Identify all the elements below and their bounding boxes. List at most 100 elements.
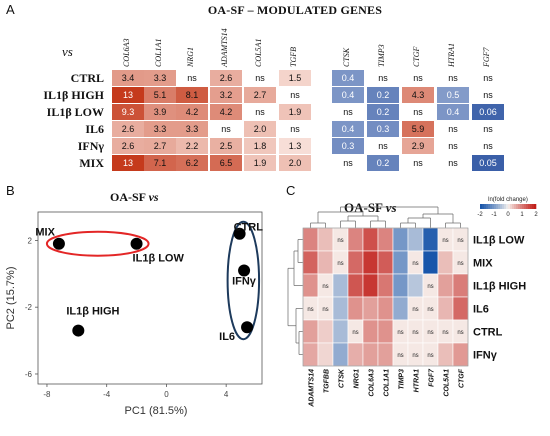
heatmap-legend-swatch bbox=[518, 204, 521, 209]
panel-a-cell: 2.9 bbox=[402, 138, 434, 154]
panel-a-cell: ns bbox=[244, 104, 276, 120]
heatmap-ns-label: ns bbox=[337, 238, 343, 244]
panel-a-cell: 8.1 bbox=[176, 87, 208, 103]
heatmap-ns-label: ns bbox=[457, 238, 463, 244]
heatmap-legend-tick: -1 bbox=[491, 212, 497, 218]
panel-a-cell: 0.2 bbox=[367, 155, 399, 171]
panel-a-gene-label: COL6A3 bbox=[122, 38, 131, 67]
heatmap-cell bbox=[332, 273, 349, 298]
panel-a-row-label: CTRL bbox=[70, 71, 104, 85]
heatmap-legend-swatch bbox=[496, 204, 499, 209]
panel-a-cell: 0.4 bbox=[332, 87, 364, 103]
heatmap-ns-label: ns bbox=[412, 353, 418, 359]
pca-point bbox=[233, 227, 246, 240]
heatmap: ln(fold change) -2 -1 0 1 2 ns ns ns ns ns ns ns ns ns… bbox=[287, 197, 538, 408]
panel-a-cell: 2.6 bbox=[112, 138, 144, 154]
pca-x-tick-label: -4 bbox=[103, 390, 111, 399]
panel-a-cell: 0.05 bbox=[472, 155, 504, 171]
heatmap-cell bbox=[452, 296, 469, 321]
panel-a-cell: 2.6 bbox=[112, 121, 144, 137]
heatmap-cell bbox=[377, 227, 394, 252]
panel-a-cell: ns bbox=[402, 104, 434, 120]
heatmap-cell bbox=[407, 227, 424, 252]
panel-a-cell: 2.0 bbox=[244, 121, 276, 137]
pca-point-label: IL6 bbox=[219, 331, 235, 343]
heatmap-column-label: COL5A1 bbox=[444, 369, 451, 397]
heatmap-cell bbox=[392, 250, 409, 275]
panel-c-title-text: OA-SF bbox=[344, 200, 383, 215]
heatmap-column-label: HTRA1 bbox=[414, 369, 421, 392]
panel-a-cell: 3.3 bbox=[176, 121, 208, 137]
panel-a-cell: ns bbox=[402, 155, 434, 171]
panel-a-cell: 0.3 bbox=[332, 138, 364, 154]
heatmap-legend-tick: -2 bbox=[477, 212, 483, 218]
heatmap-cell bbox=[437, 296, 454, 321]
panel-a-cell: 1.3 bbox=[279, 138, 311, 154]
heatmap-legend-swatch bbox=[502, 204, 505, 209]
panel-a-row-label: IL6 bbox=[85, 122, 104, 136]
heatmap-cell bbox=[362, 250, 379, 275]
panel-a-cell: 5.9 bbox=[402, 121, 434, 137]
heatmap-legend-swatch bbox=[534, 204, 537, 209]
heatmap-cell bbox=[362, 342, 379, 367]
heatmap-column-label: TGFBB bbox=[324, 369, 331, 393]
heatmap-row-label: IFNγ bbox=[473, 350, 498, 362]
heatmap-ns-label: ns bbox=[457, 261, 463, 267]
panel-a-cell: 1.5 bbox=[279, 70, 311, 86]
pca-y-axis-label: PC2 (15.7%) bbox=[5, 267, 17, 330]
heatmap-cell bbox=[317, 250, 334, 275]
heatmap-legend-swatch bbox=[530, 204, 533, 209]
heatmap-legend-swatch bbox=[490, 204, 493, 209]
heatmap-cell bbox=[422, 227, 439, 252]
panel-c-letter: C bbox=[286, 183, 296, 198]
panel-a-cell: 3.3 bbox=[144, 121, 176, 137]
panel-a-letter: A bbox=[6, 2, 15, 17]
panel-a-cell: 3.3 bbox=[144, 70, 176, 86]
pca-point-label: CTRL bbox=[234, 222, 264, 234]
panel-a-row-label: IL1β HIGH bbox=[43, 88, 104, 102]
panel-b-title: OA-SF vs bbox=[110, 190, 159, 205]
heatmap-legend-swatch bbox=[492, 204, 495, 209]
panel-a-cell: ns bbox=[472, 138, 504, 154]
panel-a-cell: ns bbox=[472, 121, 504, 137]
heatmap-cell bbox=[347, 342, 364, 367]
panel-a-gene-label: NRG1 bbox=[186, 47, 195, 67]
heatmap-legend-swatch bbox=[498, 204, 501, 209]
pca-point-label: IFNγ bbox=[232, 275, 257, 287]
heatmap-legend-swatch bbox=[516, 204, 519, 209]
heatmap-legend-swatch bbox=[482, 204, 485, 209]
heatmap-legend-swatch bbox=[528, 204, 531, 209]
panel-a-cell: 1.9 bbox=[279, 104, 311, 120]
heatmap-legend-swatch bbox=[524, 204, 527, 209]
heatmap-cell bbox=[302, 342, 319, 367]
panel-a-cell: 4.3 bbox=[402, 87, 434, 103]
heatmap-cell bbox=[377, 296, 394, 321]
pca-x-tick-label: 4 bbox=[224, 390, 229, 399]
heatmap-ns-label: ns bbox=[427, 330, 433, 336]
heatmap-column-label: NRG1 bbox=[354, 369, 361, 389]
heatmap-cell bbox=[452, 273, 469, 298]
heatmap-cell bbox=[437, 342, 454, 367]
panel-c-title: OA-SF vs bbox=[344, 200, 397, 216]
heatmap-cell bbox=[302, 319, 319, 344]
pca-point bbox=[238, 264, 251, 277]
heatmap-legend-swatch bbox=[510, 204, 513, 209]
panel-a-cell: 0.4 bbox=[437, 104, 469, 120]
heatmap-cell bbox=[392, 273, 409, 298]
pca-point-label: IL1β LOW bbox=[133, 253, 185, 265]
panel-c-vs-label: vs bbox=[385, 200, 397, 215]
panel-a-gene-label: TGFB bbox=[289, 47, 298, 67]
panel-a-gene-label: CTGF bbox=[412, 46, 421, 67]
panel-a-cell: 4.2 bbox=[210, 104, 242, 120]
panel-a-gene-label: HTRA1 bbox=[447, 43, 456, 67]
panel-a-cell: 5.1 bbox=[144, 87, 176, 103]
heatmap-ns-label: ns bbox=[412, 307, 418, 313]
heatmap-cell bbox=[422, 250, 439, 275]
heatmap-column-label: CTGF bbox=[459, 368, 466, 388]
heatmap-legend-swatch bbox=[500, 204, 503, 209]
heatmap-legend-swatch bbox=[506, 204, 509, 209]
panel-a-cell: ns bbox=[437, 121, 469, 137]
panel-a-cell: 0.3 bbox=[367, 121, 399, 137]
heatmap-cell bbox=[392, 296, 409, 321]
pca-point bbox=[241, 321, 254, 334]
